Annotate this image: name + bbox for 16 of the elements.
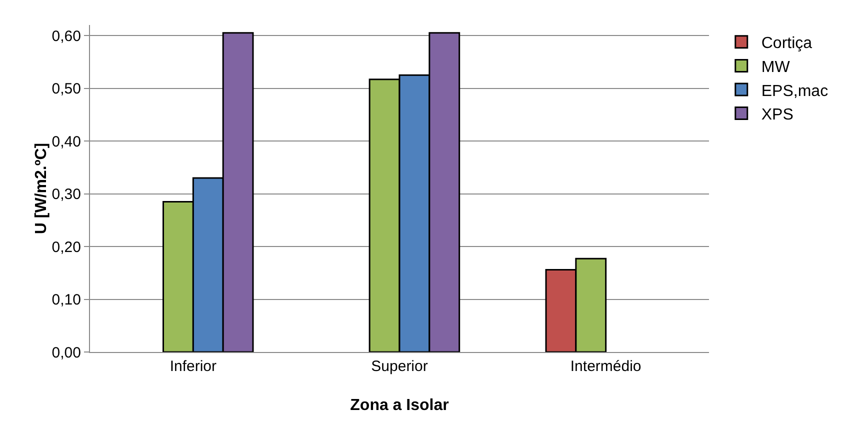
legend-label: XPS [761, 106, 794, 124]
legend-label: MW [761, 58, 791, 76]
y-tick-label: 0,20 [52, 238, 81, 256]
y-tick-label: 0,00 [52, 344, 81, 362]
y-tick-label: 0,10 [52, 292, 81, 309]
x-tick-label: Intermédio [570, 358, 642, 375]
x-axis-title: Zona a Isolar [350, 397, 449, 414]
y-tick-label: 0,60 [52, 28, 81, 45]
legend-label: EPS,mac [761, 82, 828, 100]
y-tick-label: 0,50 [52, 80, 81, 98]
x-tick-label: Superior [371, 358, 428, 375]
x-tick-label: Inferior [170, 358, 217, 375]
legend-label: Cortiça [761, 35, 812, 52]
y-axis-title: U [W/m2.ºC] [32, 142, 50, 234]
y-tick-label: 0,30 [52, 186, 81, 204]
y-tick-label: 0,40 [52, 133, 81, 150]
